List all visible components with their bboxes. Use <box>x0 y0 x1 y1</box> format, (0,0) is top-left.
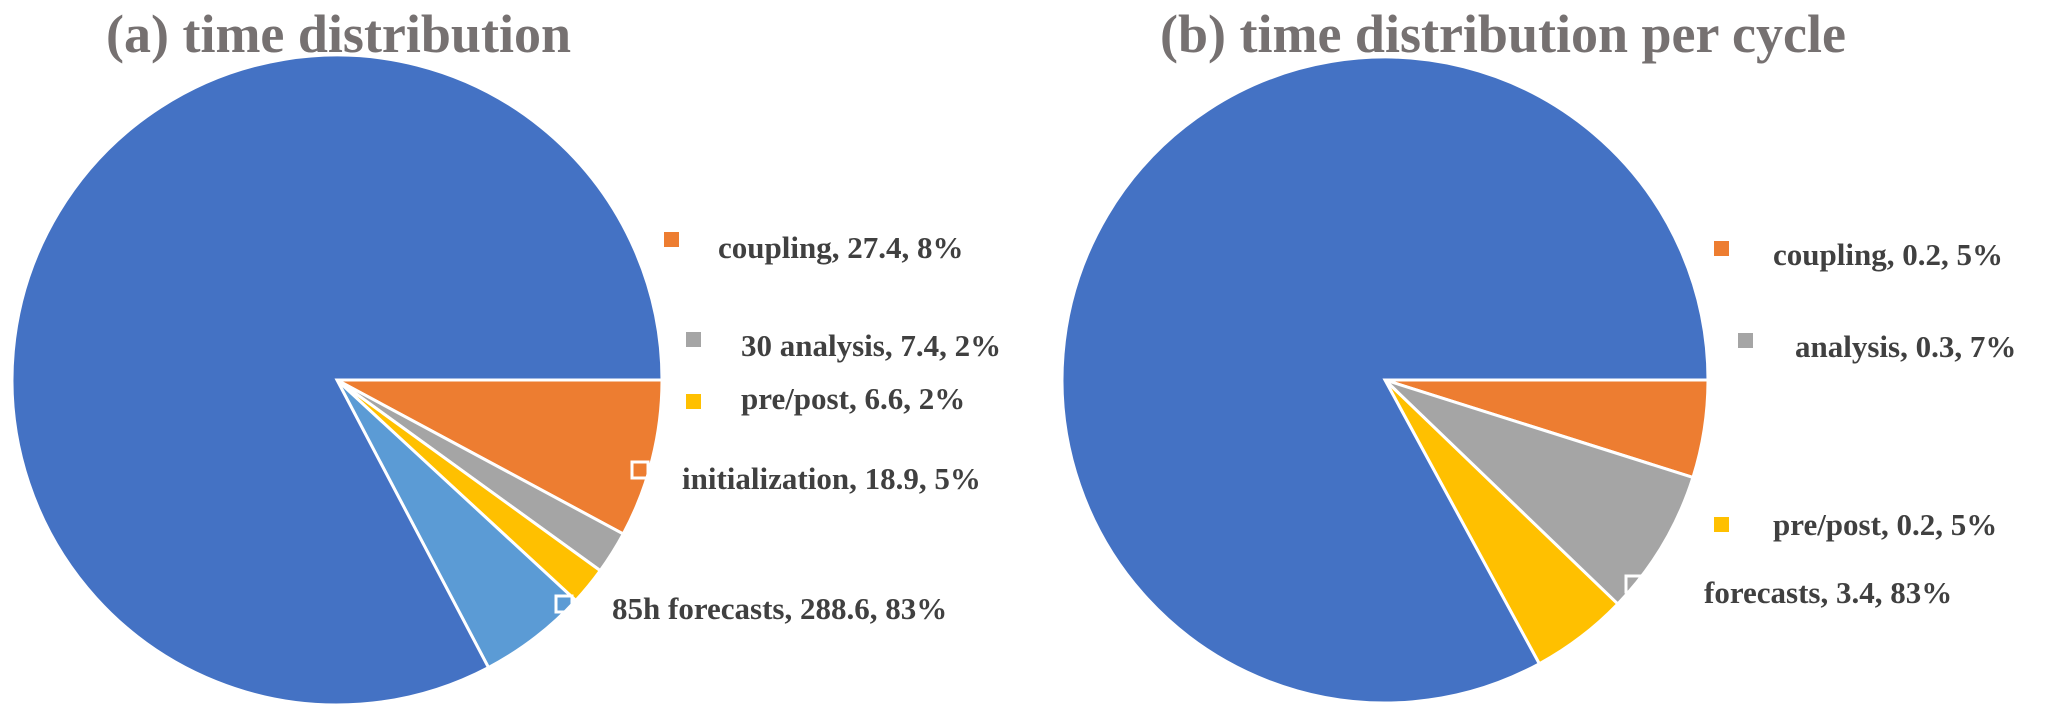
pie-a-label-initialization: initialization, 18.9, 5% <box>682 461 981 496</box>
pie-b-marker-forecasts <box>1624 574 1644 594</box>
pie-b-label-forecasts: forecasts, 3.4, 83% <box>1704 575 1952 610</box>
pie-b-label-coupling: coupling, 0.2, 5% <box>1773 237 2003 272</box>
pie-a-marker-30-analysis <box>686 332 701 347</box>
pie-a-marker-coupling <box>664 232 679 247</box>
pie-a-label-coupling: coupling, 27.4, 8% <box>718 230 963 265</box>
pie-a-marker-pre-post <box>686 394 701 409</box>
pie-a-slice-coupling <box>336 378 664 536</box>
pie-b-label-analysis: analysis, 0.3, 7% <box>1795 329 2016 364</box>
pie-b-marker-coupling <box>1714 241 1729 256</box>
pie-a-marker-initialization <box>630 460 650 480</box>
pie-a-label-pre-post: pre/post, 6.6, 2% <box>741 381 965 416</box>
chart-b-title: (b) time distribution per cycle <box>1160 4 1846 64</box>
pie-b-marker-analysis <box>1738 333 1753 348</box>
pie-b-slice-forecasts <box>1060 55 1710 705</box>
pie-chart-a: coupling, 27.4, 8% 30 analysis, 7.4, 2% pr… <box>10 53 1001 707</box>
pie-a-marker-85h-forecasts <box>554 594 574 614</box>
pie-b-label-pre-post: pre/post, 0.2, 5% <box>1773 507 1997 542</box>
pie-b-slice-analysis <box>1383 378 1695 607</box>
pie-a-label-30-analysis: 30 analysis, 7.4, 2% <box>741 328 1001 363</box>
pie-a-slice-85h-forecasts <box>10 53 664 707</box>
pie-chart-b: coupling, 0.2, 5% analysis, 0.3, 7% pre/po… <box>1060 55 2016 705</box>
pie-b-marker-pre-post <box>1714 517 1729 532</box>
pie-a-label-85h-forecasts: 85h forecasts, 288.6, 83% <box>612 591 947 626</box>
